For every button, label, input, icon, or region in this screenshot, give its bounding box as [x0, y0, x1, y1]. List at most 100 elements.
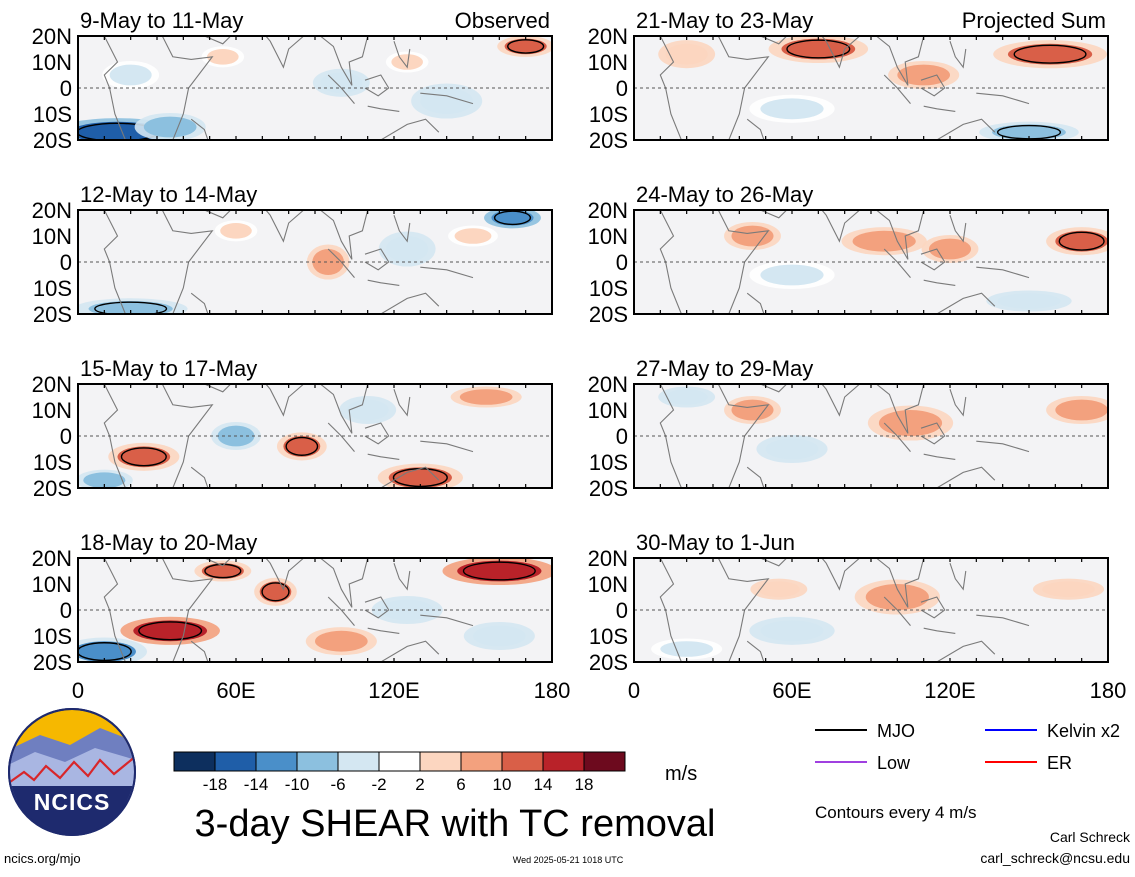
coastline [920, 422, 946, 445]
coastline [920, 596, 946, 619]
panel-title: 30-May to 1-Jun [636, 530, 795, 555]
colorbar-label: 6 [456, 775, 465, 794]
lat-tick-label: 20N [588, 372, 628, 397]
shear-anomaly [1007, 43, 1093, 65]
shear-anomaly [997, 293, 1061, 309]
lat-tick-label: 20S [589, 476, 628, 501]
coastline [161, 384, 214, 488]
coastline [103, 36, 126, 140]
colorbar-label: 10 [493, 775, 512, 794]
shear-anomaly [259, 581, 292, 603]
coastline [327, 422, 355, 452]
coastline [936, 466, 996, 488]
coastline [327, 74, 355, 104]
lat-tick-label: 20N [32, 24, 72, 49]
lon-tick-label: 60E [216, 678, 255, 703]
coastline [923, 105, 956, 112]
colorbar-swatch [255, 751, 298, 772]
ncics-logo: NCICS [8, 708, 136, 836]
coastline [103, 210, 126, 314]
coastline [923, 279, 956, 286]
shear-anomaly [83, 472, 126, 488]
mjo-contour [94, 301, 168, 314]
lat-tick-label: 20S [33, 476, 72, 501]
lat-tick-label: 10N [32, 398, 72, 423]
coastline [364, 596, 390, 619]
coastline [883, 74, 911, 104]
mjo-contour [493, 210, 532, 226]
colorbar-swatch [583, 751, 626, 772]
colorbar-swatch [296, 751, 339, 772]
shear-anomaly [765, 438, 819, 460]
coastline [364, 74, 390, 97]
logo-text: NCICS [34, 789, 111, 815]
colorbar-swatch [460, 751, 503, 772]
figure-title: 3-day SHEAR with TC removal [195, 803, 716, 845]
lat-tick-label: 10S [33, 624, 72, 649]
colorbar-label: 2 [415, 775, 424, 794]
lat-tick-label: 0 [60, 76, 72, 101]
lat-tick-label: 10N [32, 572, 72, 597]
colorbar-swatch [378, 751, 421, 772]
colorbar-swatch [419, 751, 462, 772]
lat-tick-label: 20N [32, 198, 72, 223]
colorbar-swatch [173, 751, 216, 772]
shear-anomaly [504, 38, 547, 55]
coastline [746, 292, 765, 314]
coastline [367, 105, 400, 112]
shear-anomaly [878, 410, 943, 436]
legend-label: Kelvin x2 [1047, 721, 1120, 741]
coastline [659, 36, 682, 140]
colorbar-label: 18 [575, 775, 594, 794]
shear-anomaly [312, 249, 344, 275]
shear-anomaly [220, 223, 252, 239]
mjo-contour [285, 436, 319, 456]
coastline [327, 248, 355, 278]
map-panels: 9-May to 11-May Observed20N10N010S20S12-M… [32, 8, 1127, 703]
lat-tick-label: 0 [616, 250, 628, 275]
panel-title: 27-May to 29-May [636, 356, 813, 381]
lat-tick-label: 0 [616, 598, 628, 623]
shear-anomaly [388, 467, 452, 488]
shear-anomaly [391, 54, 423, 70]
coastline [717, 210, 770, 314]
shear-anomaly [992, 124, 1066, 140]
contour-note: Contours every 4 m/s [815, 803, 977, 822]
shear-anomaly [760, 264, 824, 286]
coastline [190, 118, 209, 140]
colorbar-label: -2 [371, 775, 386, 794]
shear-anomaly [454, 228, 492, 244]
lat-tick-label: 20S [33, 128, 72, 153]
shear-anomaly [459, 389, 513, 405]
coastline [380, 466, 440, 488]
coastline [103, 558, 126, 662]
panel-title: 21-May to 23-May [636, 8, 813, 33]
shear-anomaly [143, 116, 197, 138]
colorbar-swatch [542, 751, 585, 772]
lat-tick-label: 0 [60, 250, 72, 275]
coastline [420, 440, 474, 453]
colorbar-swatch [501, 751, 544, 772]
coastline [420, 92, 474, 105]
lat-tick-label: 10N [588, 398, 628, 423]
coastline [976, 92, 1030, 105]
site-link[interactable]: ncics.org/mjo [4, 851, 81, 866]
shear-anomaly [731, 225, 774, 247]
author-name: Carl Schreck [1050, 829, 1131, 845]
shear-anomaly [760, 98, 824, 120]
coastline [659, 384, 682, 488]
lat-tick-label: 0 [60, 598, 72, 623]
coastline [717, 384, 770, 488]
shear-anomaly [315, 630, 368, 652]
lon-tick-label: 180 [1090, 678, 1127, 703]
colorbar-label: -18 [203, 775, 228, 794]
coastline [393, 563, 411, 591]
shear-anomaly [1055, 230, 1108, 252]
coastline [746, 640, 765, 662]
lat-tick-label: 20N [588, 24, 628, 49]
panel-title: 18-May to 20-May [80, 530, 257, 555]
shear-anomaly [731, 399, 774, 421]
